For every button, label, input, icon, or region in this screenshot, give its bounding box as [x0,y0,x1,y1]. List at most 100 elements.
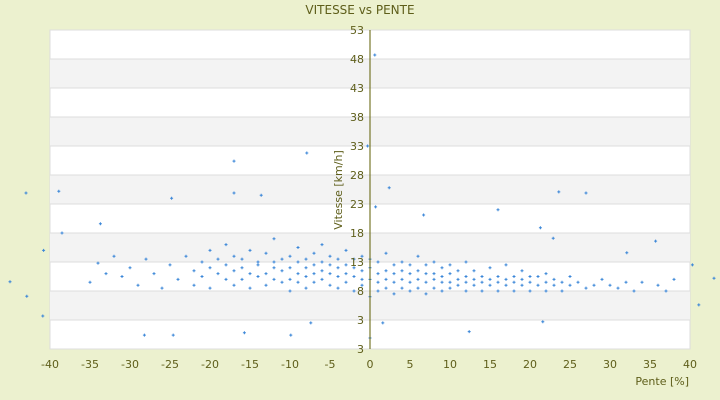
data-point [472,277,476,281]
data-point [408,263,412,267]
data-point [328,263,332,267]
data-point [690,263,694,267]
data-point [488,283,492,287]
data-point [176,277,180,281]
data-point [496,289,500,293]
data-point [464,289,468,293]
data-point [464,280,468,284]
data-point [305,151,309,155]
data-point [304,275,308,278]
data-point [496,280,500,284]
data-point [387,186,391,190]
x-tick-label: -30 [121,358,139,371]
x-axis-label: Pente [%] [635,375,689,388]
data-point [464,275,468,278]
data-point [520,269,524,273]
data-point [456,283,460,287]
data-point [320,277,324,281]
data-point [232,159,236,163]
chart-title: VITESSE vs PENTE [305,3,414,17]
data-point [366,144,370,148]
data-point [712,276,716,280]
data-point [256,275,260,278]
data-point [352,257,356,261]
data-point [360,269,364,273]
data-point [374,205,378,209]
x-axis-ticks: -40 -35 -30 -25 -20 -15 -10 -5 0 5 10 15 20 25 30 35 40 [41,358,697,371]
data-point [24,191,28,195]
data-point [232,254,236,258]
data-point [336,275,340,278]
data-point [184,254,188,258]
data-point [104,272,108,276]
data-point [512,289,516,293]
data-point [440,280,444,284]
data-point [320,243,324,247]
data-point [376,272,380,276]
data-point [344,263,348,267]
x-tick-label: 5 [407,358,414,371]
data-point [480,289,484,293]
data-point [320,260,324,264]
data-point [552,277,556,281]
data-point [376,280,380,284]
data-point [296,246,300,249]
data-point [224,243,228,247]
data-point [432,286,436,290]
data-point [336,286,340,290]
data-point [664,289,668,293]
data-point [192,269,196,273]
data-point [432,272,436,276]
data-point [392,263,396,267]
data-point [128,266,132,270]
data-point [240,266,244,270]
data-point [248,272,252,276]
data-point [400,260,404,264]
data-point [112,254,116,258]
data-point [352,289,356,293]
data-point [289,333,293,337]
data-point [496,275,500,278]
data-point [208,266,212,270]
data-point [472,283,476,287]
data-point [504,283,508,287]
data-point [328,254,332,258]
x-tick-label: 0 [367,358,374,371]
data-point [616,286,620,290]
data-point [248,248,252,252]
data-point [504,263,508,267]
data-point [432,260,436,264]
data-point [512,280,516,284]
y-tick-label: 8 [357,285,364,298]
data-point [232,269,236,273]
data-point [544,272,548,276]
data-point [352,266,356,270]
data-point [360,277,364,281]
y-tick-label: 18 [350,227,364,240]
x-tick-label: -20 [201,358,219,371]
data-point [224,277,228,281]
data-point [416,269,420,273]
data-point [424,280,428,284]
data-point [376,260,380,264]
data-point [584,286,588,290]
data-point [424,263,428,267]
data-point [384,251,388,255]
data-point [480,280,484,284]
data-point [625,251,629,255]
data-point [551,236,555,240]
data-point [422,213,426,217]
data-point [528,275,532,278]
data-point [384,269,388,273]
data-point [608,283,612,287]
data-point [352,275,356,278]
data-point [328,283,332,287]
data-point [488,266,492,270]
data-point [440,275,444,278]
data-point [560,280,564,284]
data-point [392,280,396,284]
data-point [224,263,228,267]
data-point [288,289,292,293]
